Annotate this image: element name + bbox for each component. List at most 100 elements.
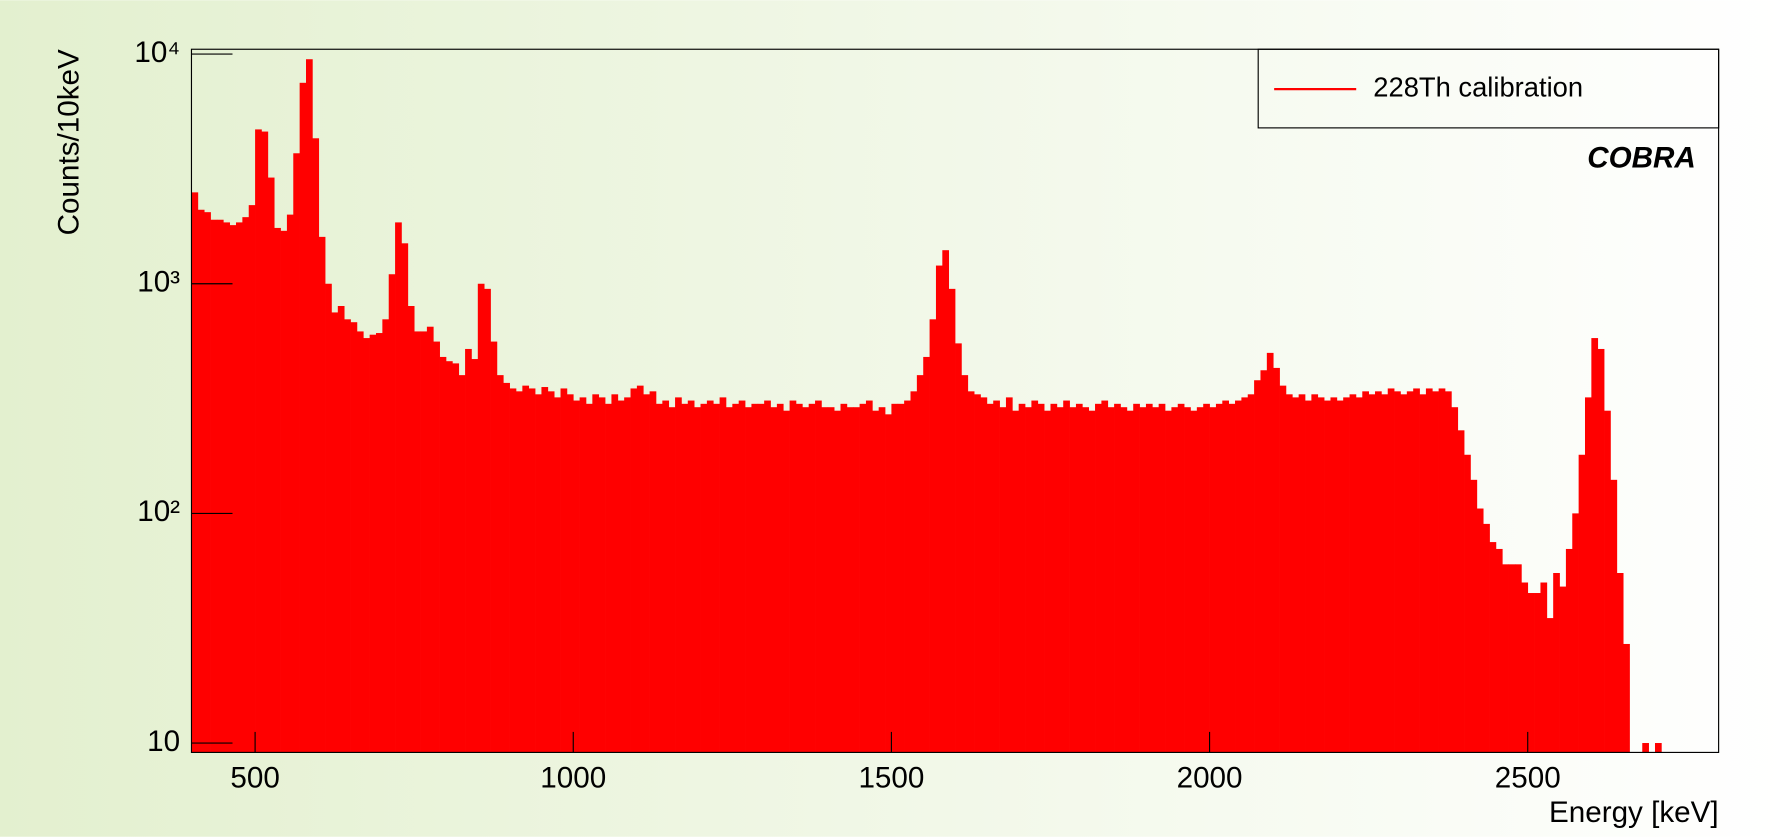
- bar: [706, 400, 714, 753]
- bar: [1215, 403, 1223, 753]
- bar: [1502, 564, 1509, 753]
- bar: [1572, 513, 1579, 753]
- y-axis-label: Counts/10keV: [52, 49, 85, 235]
- bar: [770, 407, 778, 753]
- bar: [764, 400, 771, 753]
- bar: [1012, 410, 1020, 753]
- bar: [687, 400, 695, 753]
- bar: [1184, 407, 1191, 753]
- bar: [1387, 388, 1395, 753]
- bar: [216, 219, 224, 753]
- bar: [783, 410, 790, 753]
- bar: [993, 400, 1000, 753]
- bar: [1438, 388, 1446, 753]
- x-tick-label: 1000: [540, 762, 606, 795]
- bar: [1305, 400, 1312, 753]
- bar: [541, 387, 549, 753]
- bar: [834, 410, 841, 753]
- bar: [318, 236, 326, 753]
- bar: [484, 288, 491, 753]
- bar: [751, 403, 759, 753]
- bar: [585, 403, 593, 753]
- bar: [929, 319, 937, 753]
- bar: [1133, 403, 1140, 753]
- x-tick-label: 2000: [1177, 762, 1243, 795]
- bar: [961, 375, 969, 753]
- bar: [242, 217, 250, 753]
- bar: [522, 385, 530, 753]
- bar: [191, 192, 199, 753]
- bar: [1394, 391, 1401, 753]
- bar: [1018, 403, 1026, 753]
- bar: [878, 407, 886, 753]
- y-tick-label: 10³: [137, 266, 180, 299]
- bar: [1343, 397, 1350, 753]
- bar: [885, 414, 892, 753]
- bar: [1075, 403, 1083, 753]
- bar: [1165, 410, 1172, 753]
- bar: [560, 388, 568, 753]
- bar: [426, 326, 434, 753]
- bar: [293, 153, 300, 753]
- bar: [935, 265, 943, 753]
- bar: [636, 385, 644, 753]
- bar: [789, 400, 797, 753]
- bar: [1521, 582, 1529, 753]
- bar: [414, 331, 421, 753]
- y-tick-label: 10²: [137, 495, 180, 528]
- bar: [1584, 397, 1592, 753]
- bar: [1400, 394, 1408, 753]
- bar: [401, 243, 409, 753]
- bar: [452, 363, 460, 753]
- bar: [229, 225, 237, 753]
- bar: [509, 388, 517, 753]
- bar: [1368, 394, 1376, 753]
- bar: [821, 407, 829, 753]
- bar: [1527, 593, 1535, 753]
- bar: [891, 403, 899, 753]
- bar: [1642, 743, 1649, 753]
- bar: [1266, 352, 1274, 753]
- bar: [853, 407, 860, 753]
- bar: [1241, 397, 1249, 753]
- bar: [1171, 407, 1179, 753]
- bar: [1349, 394, 1357, 753]
- bar: [719, 397, 727, 753]
- bar: [967, 391, 975, 753]
- bar: [999, 407, 1007, 753]
- bar: [236, 222, 243, 753]
- bar: [369, 334, 377, 753]
- bar: [306, 59, 313, 753]
- bar: [1107, 407, 1115, 753]
- bar: [496, 375, 504, 753]
- bar: [1095, 403, 1102, 753]
- bar: [1056, 407, 1064, 753]
- bar: [897, 403, 905, 753]
- bar: [261, 131, 269, 753]
- bar: [388, 274, 396, 753]
- bar: [675, 397, 682, 753]
- bar: [1464, 454, 1471, 753]
- bar: [1025, 407, 1032, 753]
- bar: [986, 403, 994, 753]
- bar: [1616, 573, 1624, 753]
- bar: [1445, 391, 1452, 753]
- bar: [1489, 542, 1497, 753]
- bar: [579, 397, 587, 753]
- bar: [611, 394, 619, 753]
- bar: [1604, 410, 1611, 753]
- bar: [1101, 400, 1109, 753]
- bar: [1654, 743, 1662, 753]
- bar: [1565, 548, 1573, 753]
- bar: [445, 361, 453, 753]
- bar: [649, 391, 657, 753]
- bar: [1005, 397, 1013, 753]
- bar: [1114, 403, 1121, 753]
- bar: [1432, 391, 1439, 753]
- bar: [1330, 397, 1338, 753]
- histogram: [191, 59, 1662, 753]
- bar: [1514, 564, 1522, 753]
- bar: [286, 214, 294, 753]
- bar: [1050, 403, 1058, 753]
